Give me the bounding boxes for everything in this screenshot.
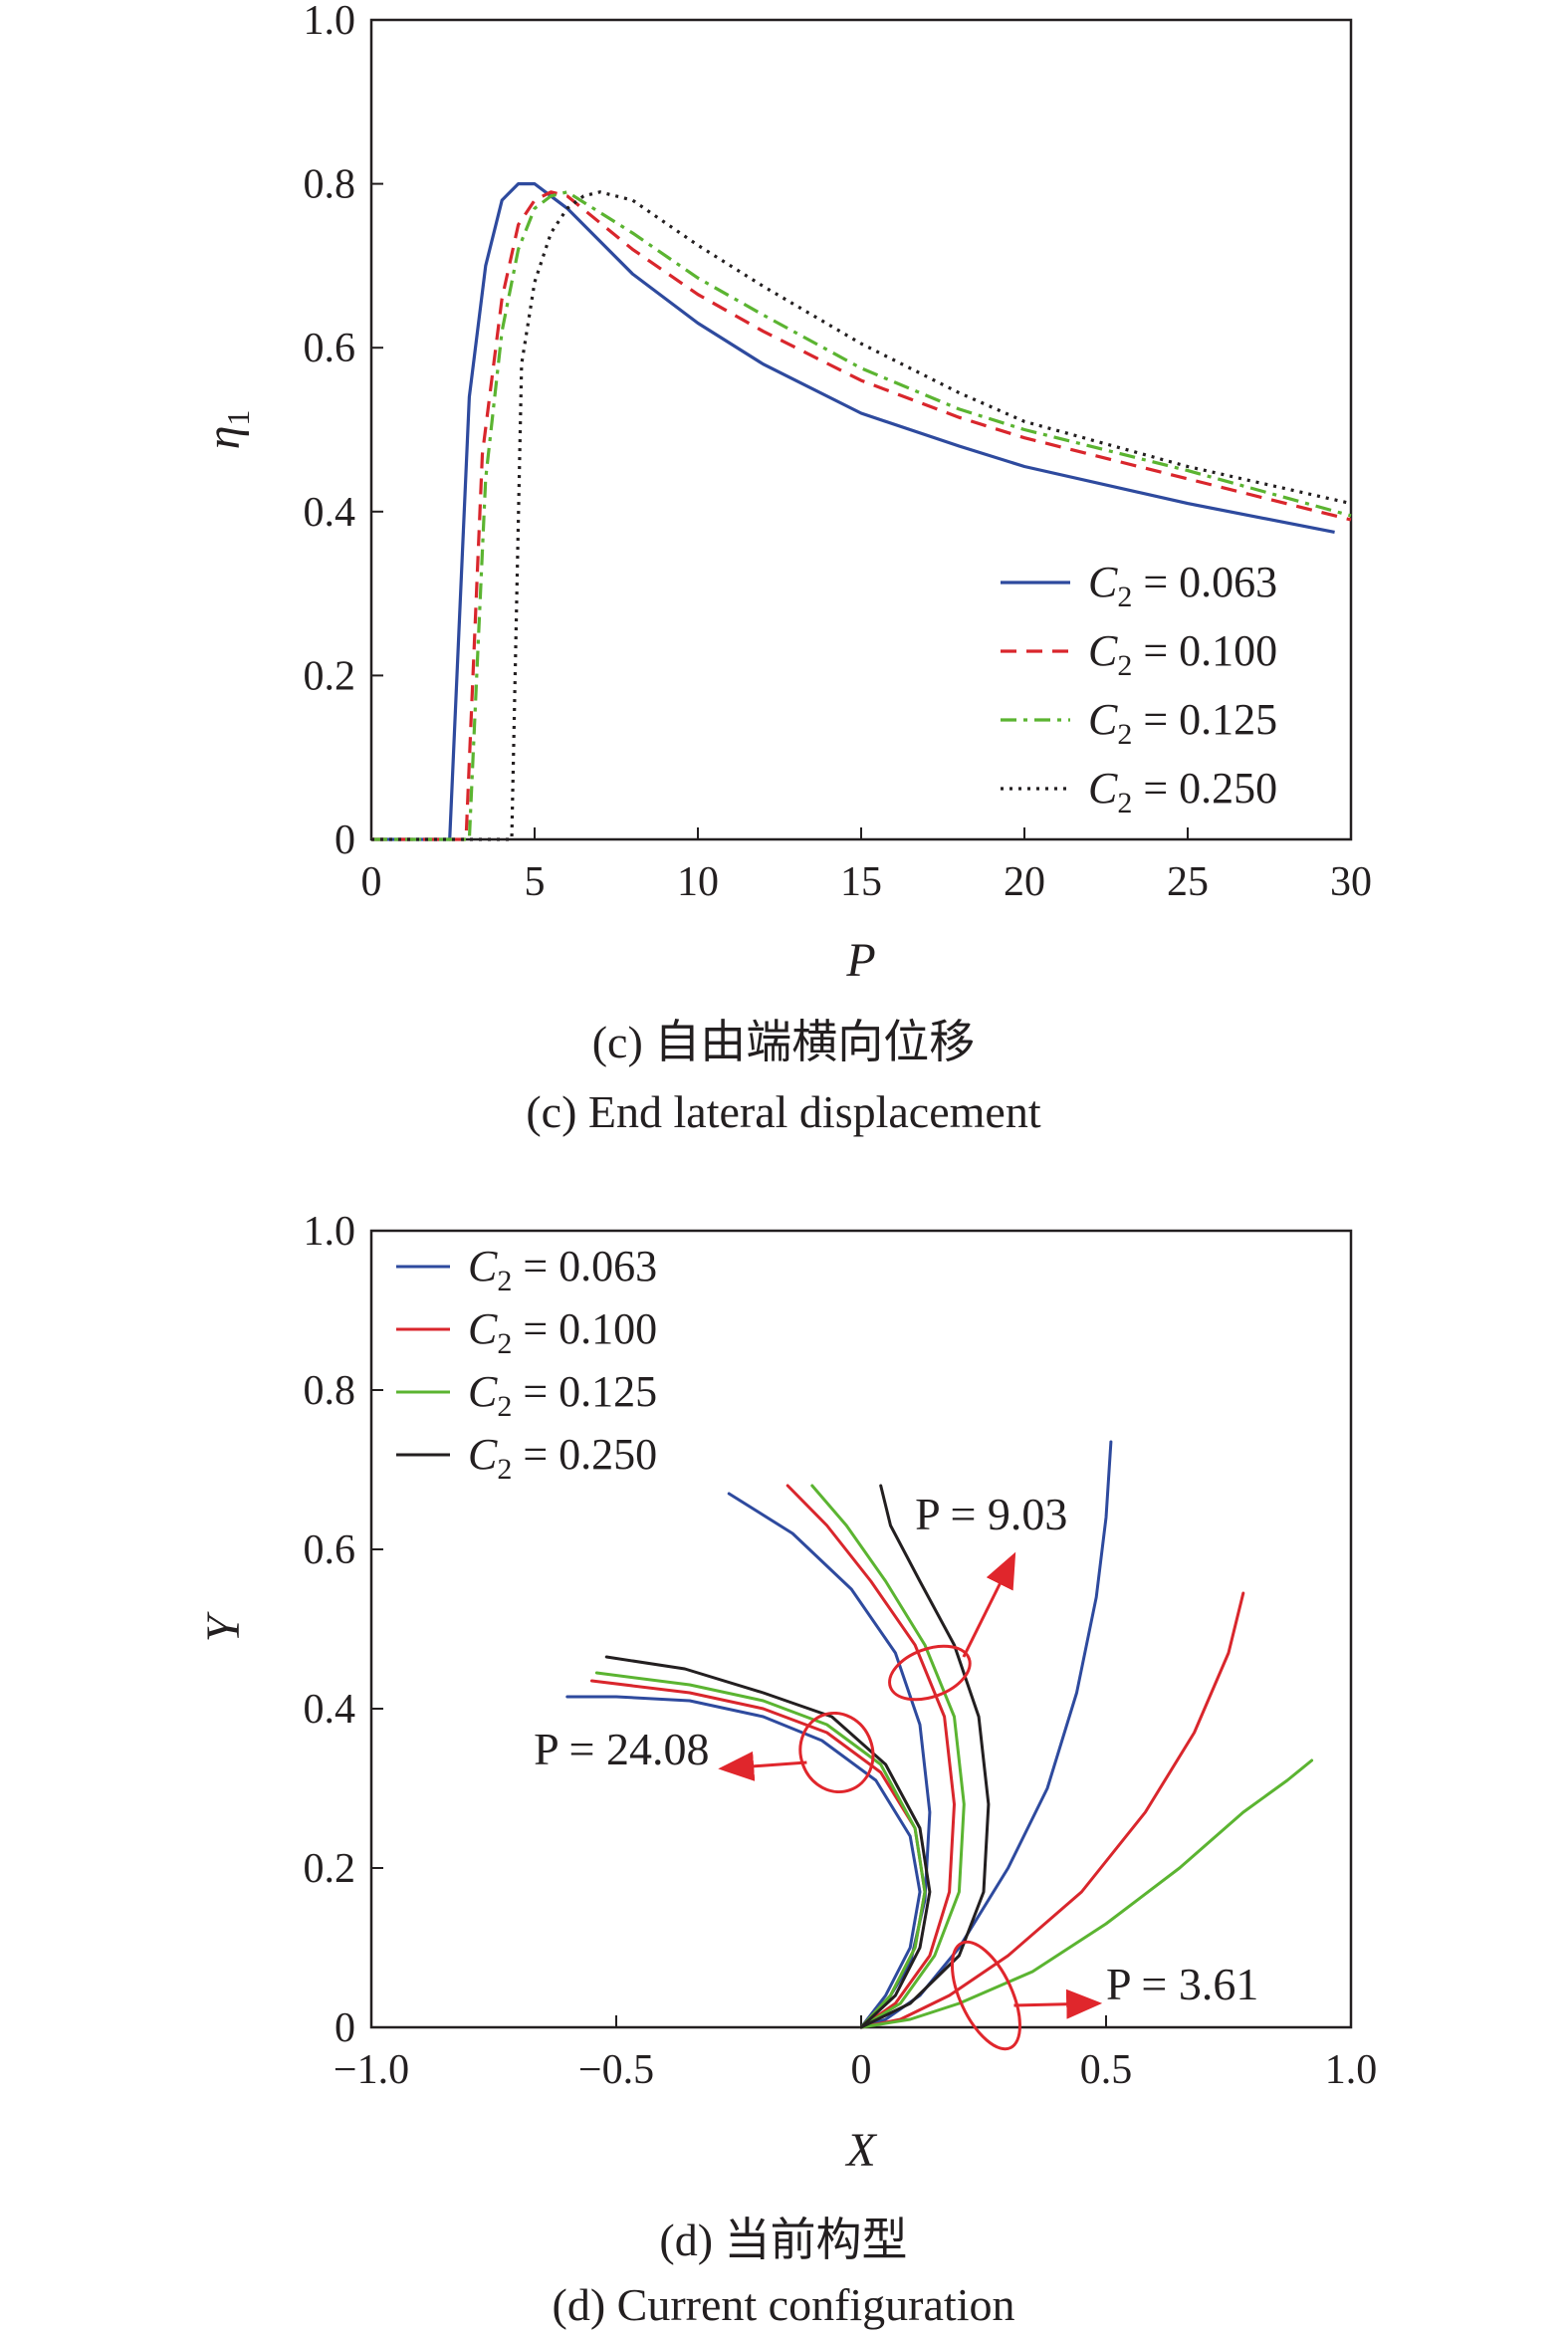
config-curve-2-2: [594, 1671, 927, 2029]
y-axis-label: η1: [197, 410, 256, 450]
x-tick-label: 1.0: [1325, 2047, 1378, 2093]
annotation-label-p903: P = 9.03: [915, 1489, 1067, 1539]
legend-label: C2 = 0.063: [1088, 558, 1277, 613]
config-curve-1-0: [859, 1591, 1245, 2029]
chart-c: 0 5 10 15 20 25 30 0 0.2 0.4 0.6 0.8 1.0 Pη1 C2 = 0.06…: [197, 0, 1372, 1137]
y-tick-label: 0.8: [304, 162, 356, 208]
config-curve-0-1: [727, 1492, 932, 2029]
series-line-2: [371, 190, 1352, 841]
config-curve-2-0: [859, 1758, 1314, 2029]
x-tick-label: 20: [1004, 859, 1045, 905]
caption-en: (c) End lateral displacement: [526, 1086, 1040, 1137]
x-tick-label: 25: [1167, 859, 1209, 905]
annotation-label-p2408: P = 24.08: [534, 1724, 709, 1774]
annotation-ellipse: [888, 1644, 972, 1702]
annotation-arrow: [1013, 1988, 1103, 2019]
y-tick-label: 0.4: [304, 490, 356, 536]
y-tick-label: 0: [335, 818, 355, 863]
y-tick-label: 0.6: [304, 326, 356, 371]
x-tick-label: −1.0: [334, 2047, 409, 2093]
y-tick-label: 1.0: [304, 0, 356, 44]
annotation-arrow: [718, 1751, 807, 1781]
y-tick-label: 0.4: [304, 1687, 356, 1733]
legend-label: C2 = 0.250: [468, 1430, 657, 1486]
config-curve-3-1: [604, 1655, 932, 2029]
series-line-1: [371, 190, 1352, 841]
y-tick-label: 0.2: [304, 1846, 356, 1892]
config-curve-0-2: [565, 1695, 922, 2029]
annotation-ellipse: [798, 1711, 875, 1794]
annotation-label-p361: P = 3.61: [1106, 1959, 1258, 2009]
y-tick-label: 0.2: [304, 653, 356, 699]
legend-label: C2 = 0.063: [468, 1242, 657, 1297]
legend-label: C2 = 0.100: [468, 1304, 657, 1360]
annotation-arrow: [962, 1551, 1016, 1658]
x-axis-label: X: [844, 2124, 877, 2177]
y-tick-label: 0: [335, 2005, 355, 2051]
config-curve-2-1: [810, 1484, 966, 2029]
chart-d: −1.0 −0.5 0 0.5 1.0 0 0.2 0.4 0.6 0.8 1.0 X Y C2 = 0.…: [197, 1209, 1377, 2330]
config-curve-1-1: [785, 1484, 956, 2029]
y-axis-label: Y: [197, 1611, 250, 1642]
config-curve-3-0: [859, 1484, 991, 2029]
legend-label: C2 = 0.250: [1088, 764, 1277, 819]
legend-label: C2 = 0.125: [1088, 695, 1277, 751]
x-tick-label: 30: [1330, 859, 1372, 905]
x-tick-label: 15: [840, 859, 882, 905]
series-line-0: [371, 182, 1335, 841]
annotation-ellipse: [950, 1940, 1021, 2051]
y-tick-label: 0.6: [304, 1527, 356, 1573]
y-tick-label: 1.0: [304, 1209, 356, 1255]
x-tick-label: 10: [677, 859, 719, 905]
series-line-3: [371, 190, 1352, 841]
x-tick-label: 0.5: [1080, 2047, 1133, 2093]
y-tick-label: 0.8: [304, 1368, 356, 1414]
x-tick-label: −0.5: [578, 2047, 654, 2093]
x-tick-label: 0: [361, 859, 382, 905]
x-axis-label: P: [845, 934, 875, 987]
caption-cn: (c) 自由端横向位移: [592, 1017, 976, 1067]
caption-cn: (d) 当前构型: [659, 2215, 907, 2265]
caption-en: (d) Current configuration: [553, 2279, 1015, 2330]
x-tick-label: 5: [525, 859, 546, 905]
legend-label: C2 = 0.125: [468, 1367, 657, 1423]
legend-label: C2 = 0.100: [1088, 626, 1277, 682]
x-tick-label: 0: [851, 2047, 872, 2093]
